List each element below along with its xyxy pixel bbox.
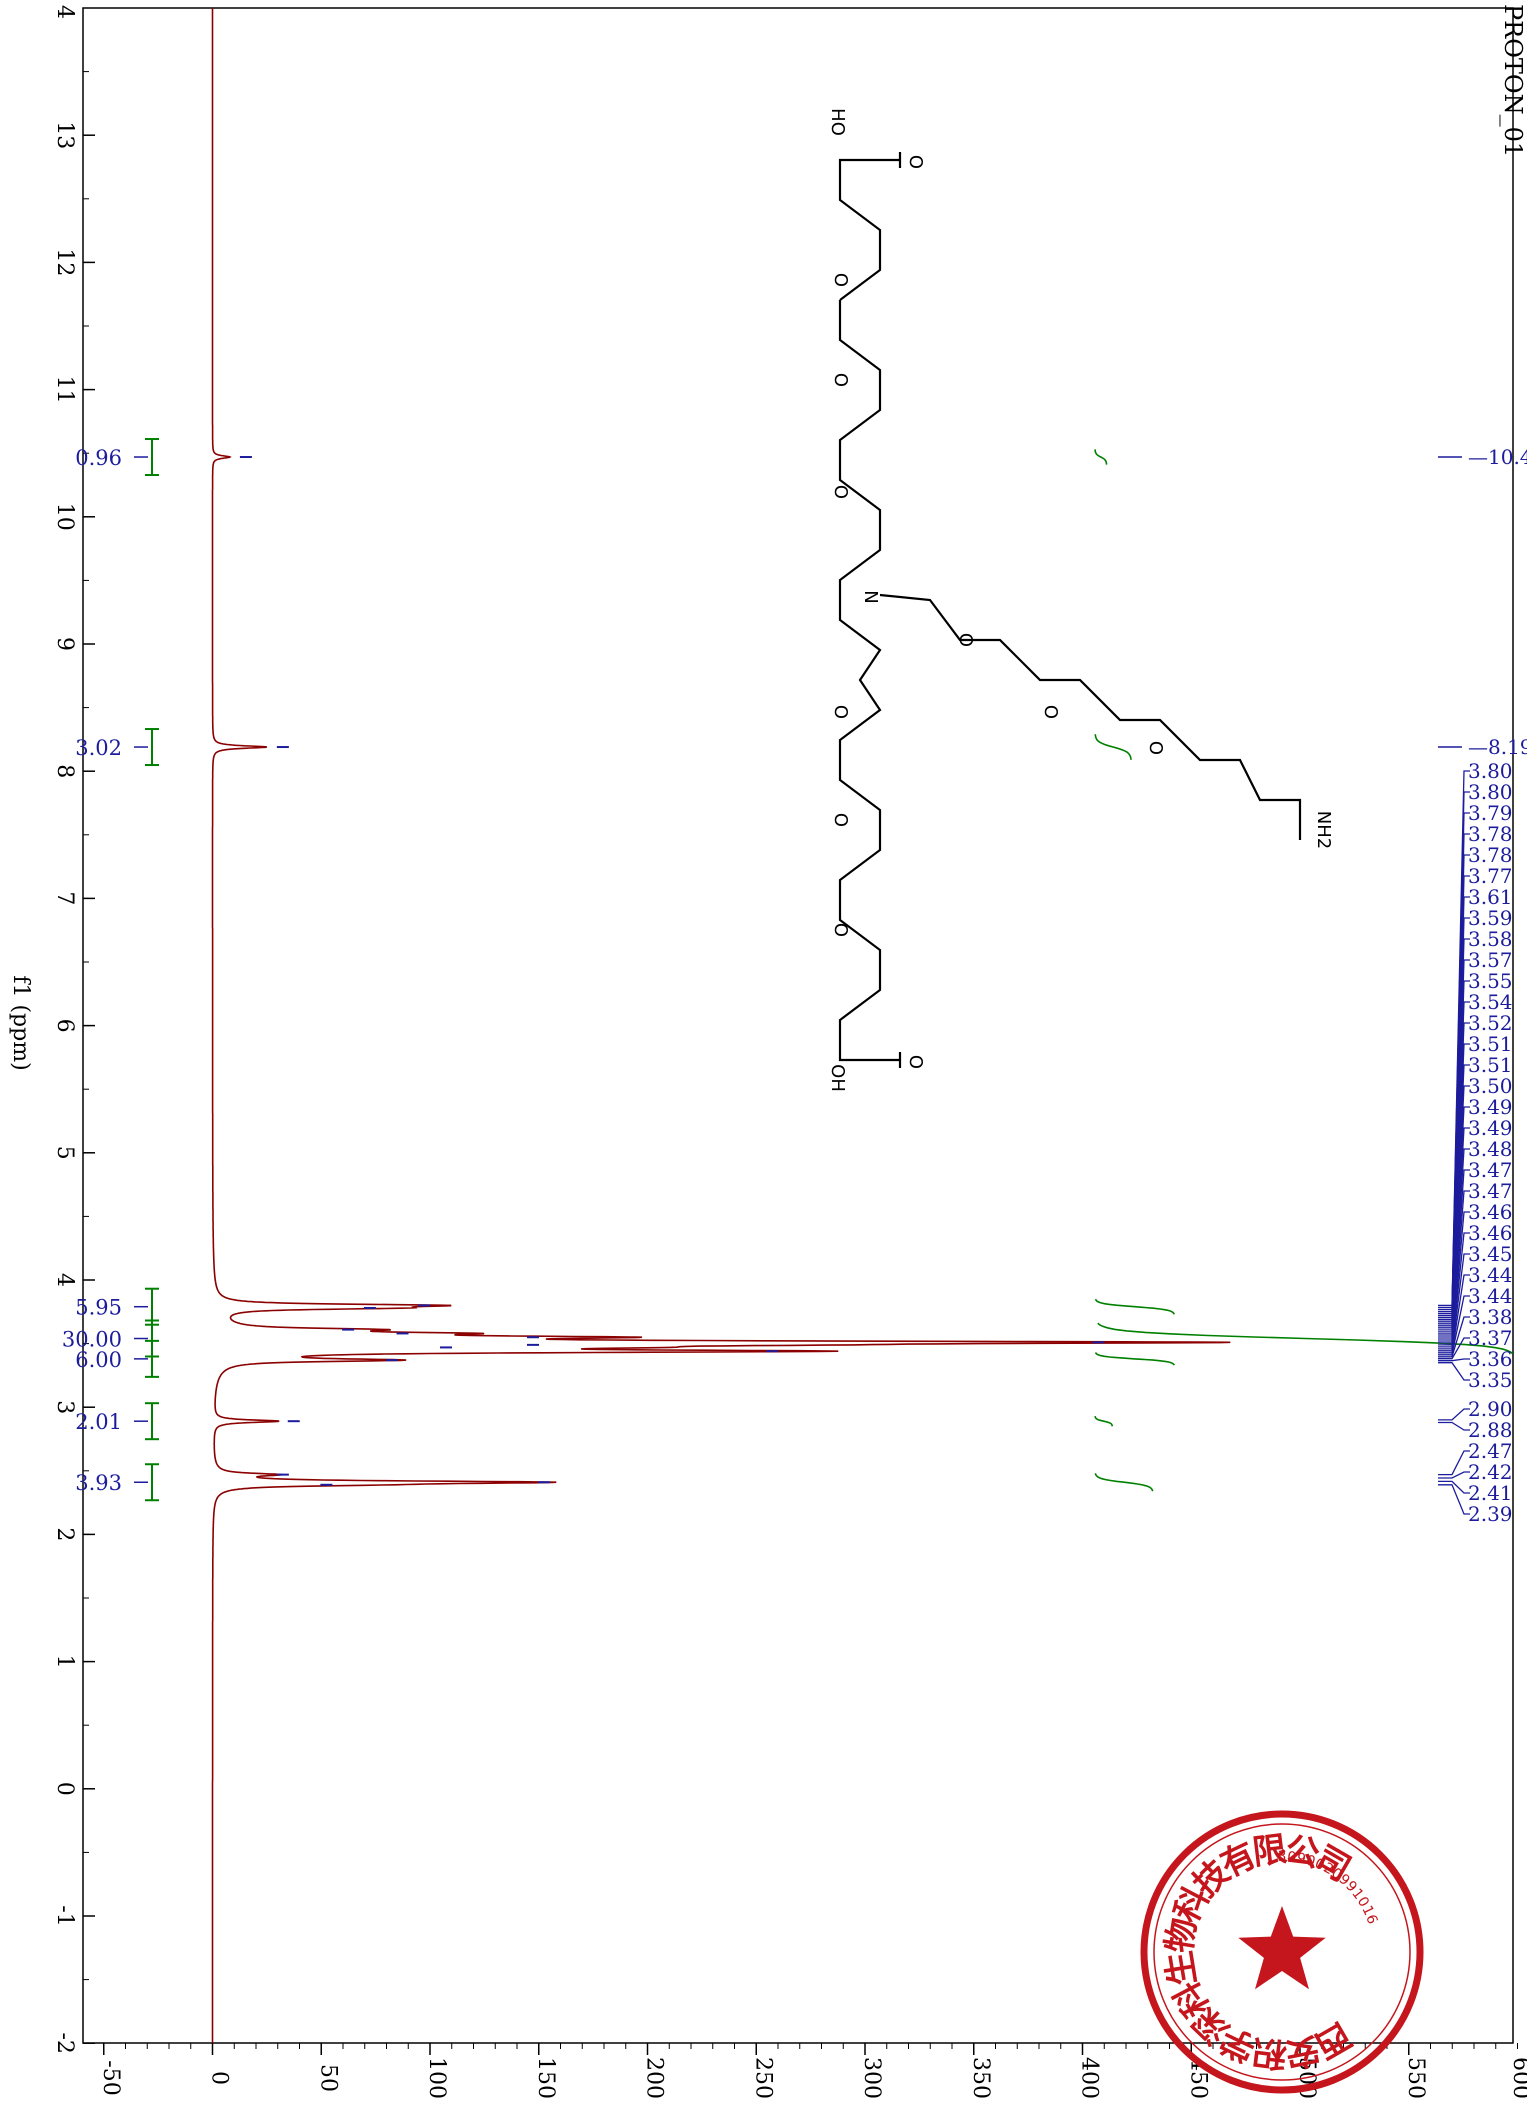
peak-value-label: —8.19 [1468, 735, 1527, 759]
intensity-tick-label: 550 [1403, 2057, 1428, 2099]
structure-oxygen-label: O [955, 633, 976, 647]
intensity-tick-label: 400 [1077, 2057, 1102, 2099]
ppm-tick-label: 1 [52, 1655, 77, 1669]
intensity-tick-label: 250 [750, 2057, 775, 2099]
peak-label-leader [1438, 1423, 1470, 1431]
ppm-tick-label: 4 [52, 1273, 77, 1287]
structure-hydroxyl-label: HO [827, 108, 848, 136]
integral-value-label: 3.93 [75, 1471, 122, 1495]
peak-label-leader [1438, 1409, 1470, 1420]
integral-curve [1096, 1299, 1175, 1314]
ppm-tick-label: 0 [52, 1782, 77, 1796]
intensity-edge-label: 600 [1508, 2057, 1527, 2099]
seal-number-char: 0 [1286, 1849, 1296, 1866]
ppm-tick-label: 6 [52, 1019, 77, 1033]
intensity-tick-label: 50 [315, 2064, 340, 2092]
ppm-tick-label: 12 [52, 248, 77, 276]
intensity-tick-label: 200 [642, 2057, 667, 2099]
structure-oxygen-label: O [830, 923, 851, 937]
intensity-tick-label: 150 [533, 2057, 558, 2099]
plot-frame [83, 8, 1513, 2043]
integral-curve [1095, 1416, 1112, 1426]
intensity-tick-label: 350 [968, 2057, 993, 2099]
structure-oxygen-label: O [905, 1055, 926, 1069]
structure-oxygen-label: O [830, 485, 851, 499]
intensity-tick-label: 300 [859, 2057, 884, 2099]
peak-value-label: 3.35 [1468, 1368, 1513, 1392]
structure-nitrogen-label: N [860, 590, 881, 603]
chemical-structure: HO OH O O O O O O O O O O O N NH2 [827, 108, 1334, 1092]
structure-oxygen-label: O [830, 273, 851, 287]
structure-oxygen-label: O [830, 373, 851, 387]
structure-oxygen-label: O [830, 813, 851, 827]
seal-number-char: 3 [1278, 1849, 1287, 1865]
structure-oxygen-label: O [905, 155, 926, 169]
integral-value-label: 2.01 [75, 1410, 122, 1434]
ppm-edge-label: 4 [52, 5, 77, 19]
structure-oxygen-label: O [1040, 705, 1061, 719]
spectrum-layer [213, 8, 1231, 2043]
integral-value-label: 5.95 [75, 1296, 122, 1320]
integral-curve [1095, 449, 1106, 464]
structure-branch [880, 595, 1300, 840]
integral-curve [1095, 734, 1131, 760]
structure-hydroxyl-label: OH [827, 1064, 848, 1092]
integral-value-label: 0.96 [75, 446, 122, 470]
integral-value-label: 3.02 [75, 736, 122, 760]
ppm-tick-label: 13 [52, 121, 77, 149]
peak-label-leader [1438, 1451, 1470, 1475]
peak-label-leader [1438, 1363, 1470, 1380]
peak-value-label: —10.47 [1468, 445, 1527, 469]
integral-curve [1096, 1353, 1175, 1366]
ppm-tick-label: 5 [52, 1146, 77, 1160]
integral-value-label: 6.00 [75, 1348, 122, 1372]
ppm-axis-title: f1 (ppm) [8, 975, 33, 1070]
ppm-tick-label: 9 [52, 637, 77, 651]
peak-value-label: 2.39 [1468, 1502, 1513, 1526]
intensity-tick-label: 100 [424, 2057, 449, 2099]
intensity-tick-label: -50 [98, 2060, 123, 2095]
structure-oxygen-label: O [830, 705, 851, 719]
ppm-tick-label: 11 [52, 376, 77, 404]
seal-star-icon [1238, 1906, 1325, 1989]
ppm-tick-label: -1 [52, 1905, 77, 1926]
intensity-tick-label: 0 [207, 2071, 232, 2085]
peak-label-layer: —10.47—8.193.803.803.793.783.783.773.613… [240, 445, 1527, 1526]
ppm-tick-label: 10 [52, 503, 77, 531]
integral-curve [1095, 1473, 1152, 1491]
peak-label-leader [1438, 1485, 1470, 1514]
structure-amine-label: NH2 [1313, 811, 1334, 849]
experiment-label: PROTON_01 [1499, 4, 1527, 157]
structure-oxygen-label: O [1145, 741, 1166, 755]
ppm-tick-label: -2 [52, 2032, 77, 2053]
ppm-tick-label: 3 [52, 1400, 77, 1414]
ppm-tick-label: 8 [52, 764, 77, 778]
spectrum-line [213, 8, 1231, 2043]
ppm-tick-label: 7 [52, 891, 77, 905]
ppm-tick-label: 2 [52, 1527, 77, 1541]
